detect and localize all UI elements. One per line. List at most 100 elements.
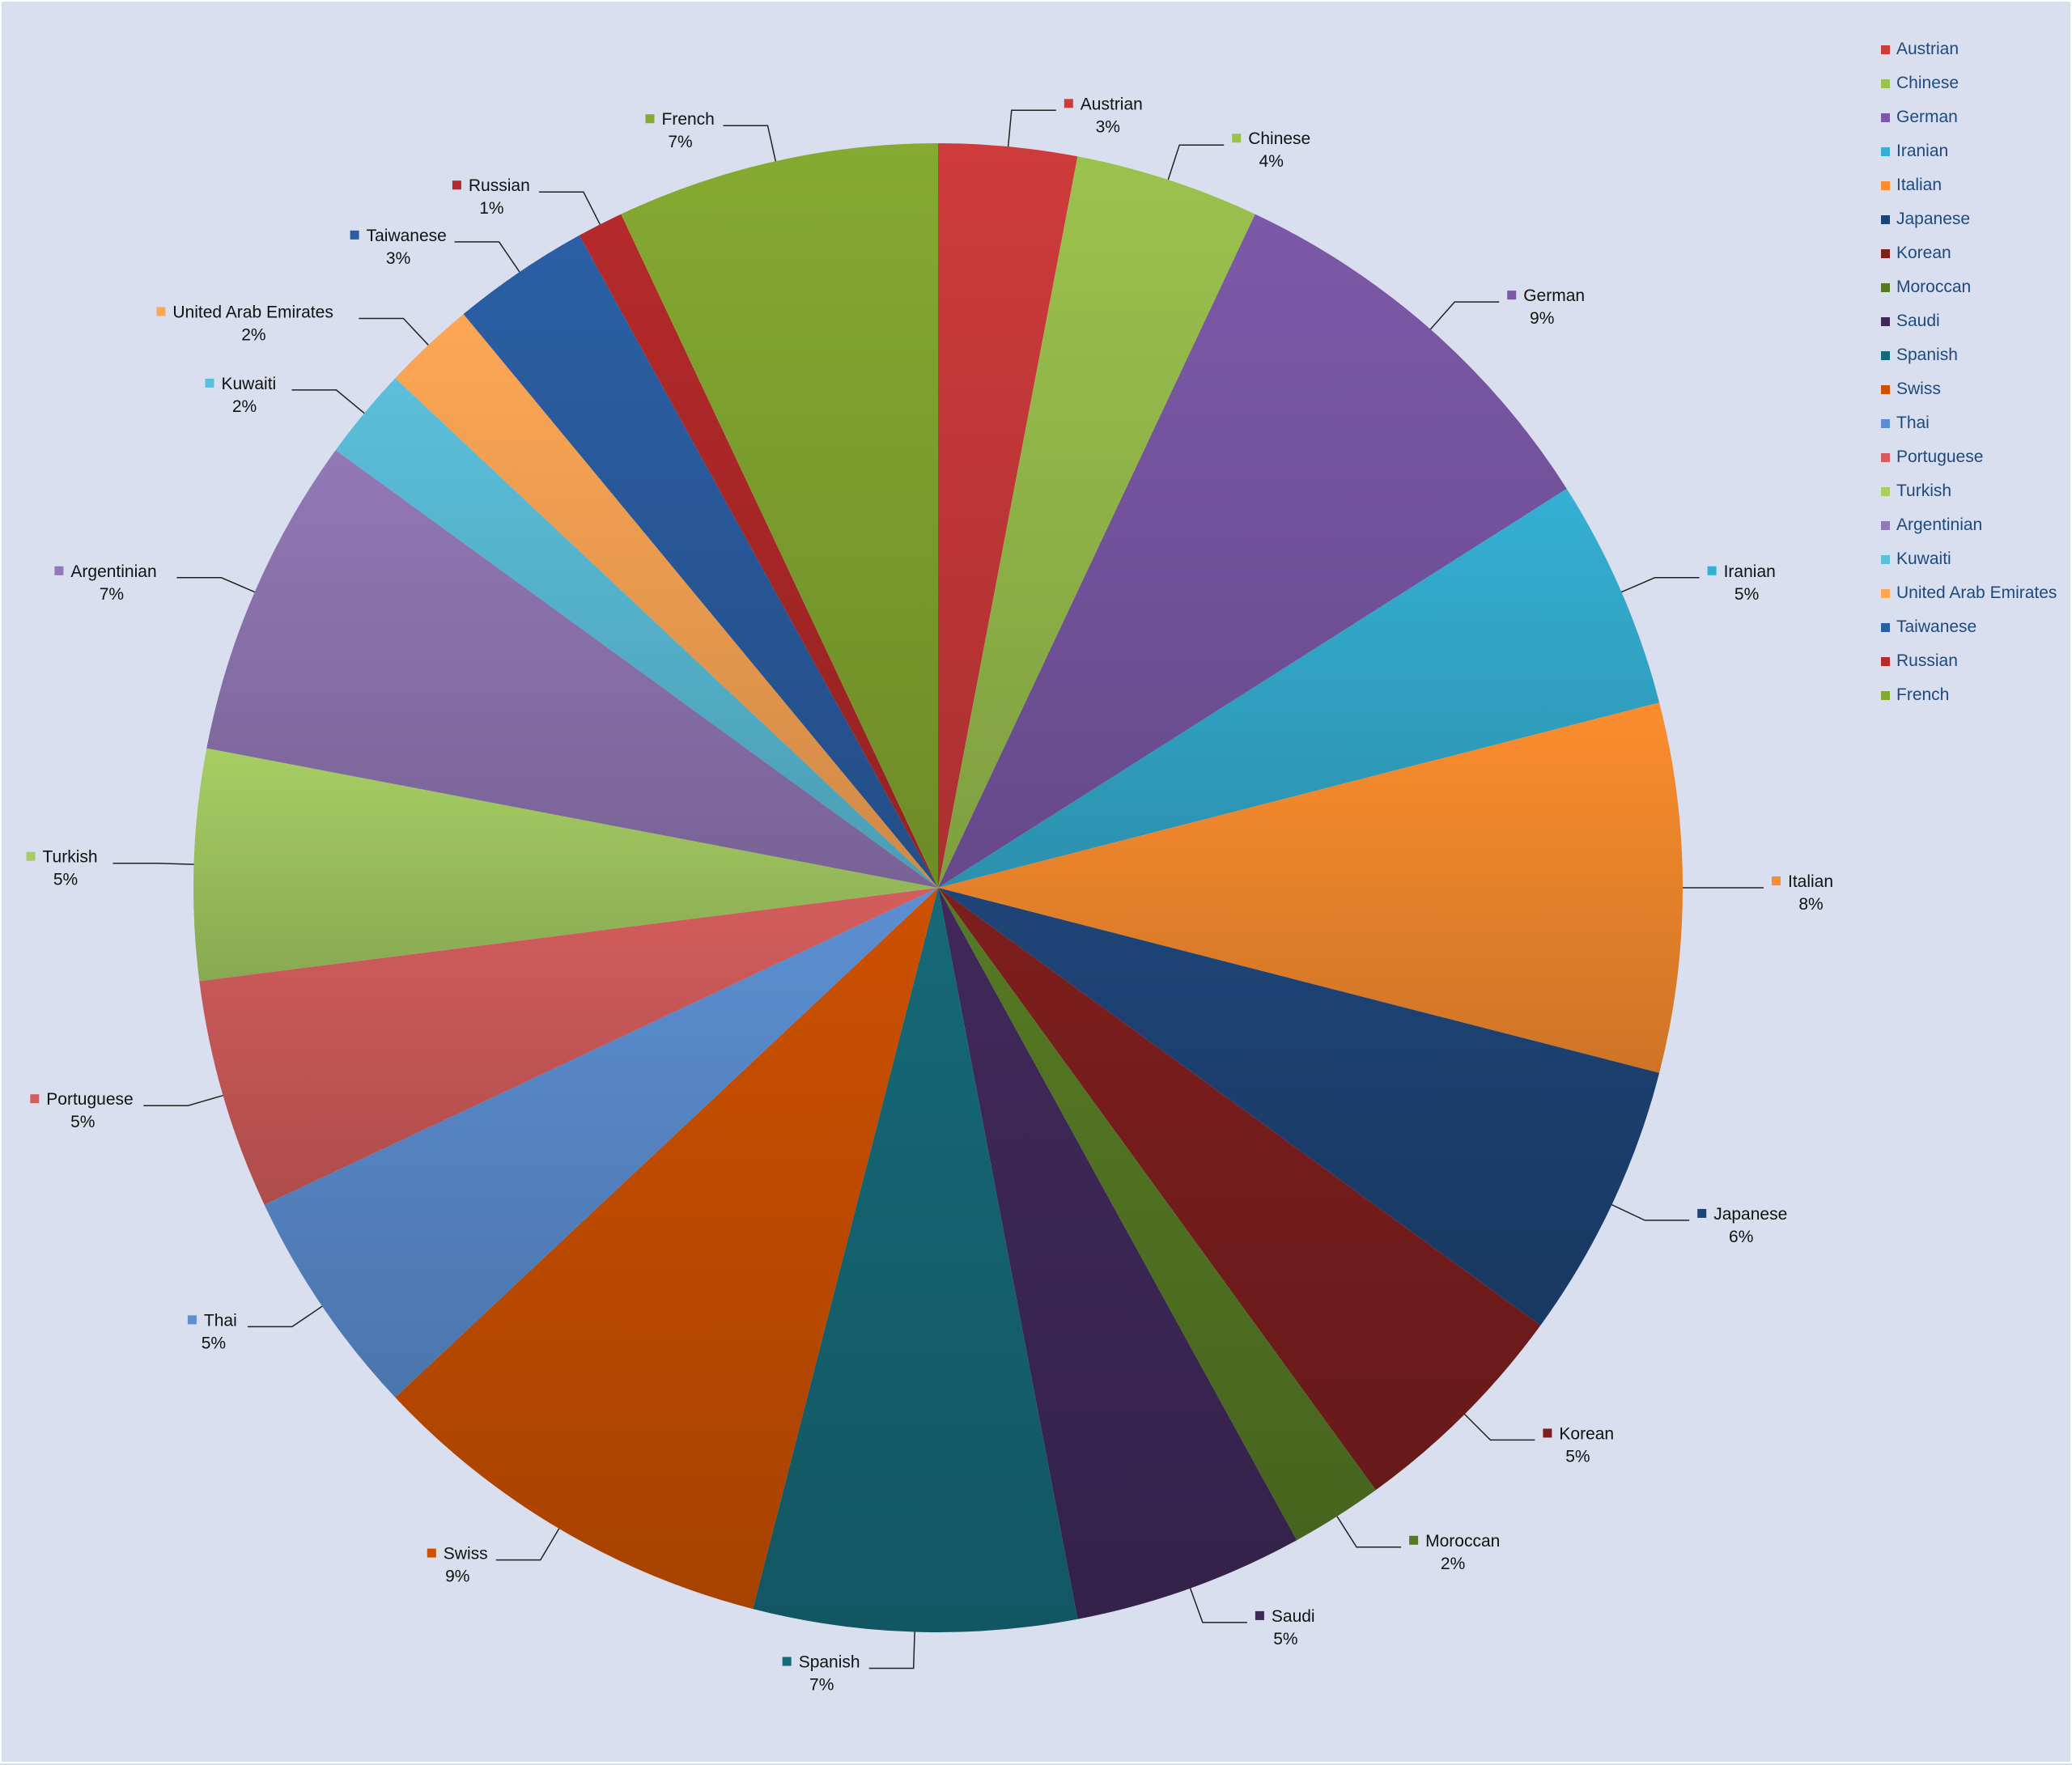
data-label-category: Taiwanese <box>367 227 447 245</box>
data-label-category: Swiss <box>444 1545 488 1563</box>
data-label-percent: 6% <box>1729 1228 1753 1246</box>
data-label-category: United Arab Emirates <box>172 303 333 322</box>
pie-slice-argentinian <box>206 450 939 888</box>
data-label-percent: 7% <box>100 585 124 604</box>
leader-line-thai <box>247 1305 323 1328</box>
data-label-iranian: Iranian 5% <box>1707 562 1776 604</box>
leader-line-united-arab-emirates <box>359 317 429 346</box>
data-label-austrian: Austrian 3% <box>1064 95 1143 136</box>
legend-item-italian: Italian <box>1881 168 2067 202</box>
legend-swatch <box>1881 282 1890 292</box>
legend-label: Swiss <box>1896 380 1941 398</box>
leader-line-iranian <box>1621 577 1700 593</box>
pie-slice-korean <box>938 888 1541 1491</box>
label-swatch-korean <box>1543 1428 1552 1438</box>
label-swatch-taiwanese <box>350 230 359 240</box>
leader-line-saudi <box>1189 1588 1247 1623</box>
legend-swatch <box>1881 316 1890 326</box>
legend-item-austrian: Austrian <box>1881 32 2067 66</box>
data-label-taiwanese: Taiwanese 3% <box>350 227 447 268</box>
data-label-percent: 5% <box>1273 1630 1297 1648</box>
legend-item-portuguese: Portuguese <box>1881 440 2067 474</box>
label-swatch-moroccan <box>1409 1535 1419 1545</box>
legend-label: Spanish <box>1896 346 1958 364</box>
data-label-category: Russian <box>469 176 530 195</box>
legend-label: Moroccan <box>1896 278 1972 296</box>
leader-line-portuguese <box>143 1094 223 1106</box>
label-swatch-kuwaiti <box>205 378 214 388</box>
data-label-category: Austrian <box>1081 95 1143 113</box>
data-label-turkish: Turkish 5% <box>26 848 98 889</box>
data-label-swiss: Swiss 9% <box>427 1545 488 1586</box>
leader-line-french <box>723 125 777 162</box>
legend-item-iranian: Iranian <box>1881 134 2067 168</box>
pie-slice-german <box>938 214 1567 889</box>
data-label-percent: 2% <box>1441 1555 1465 1573</box>
leader-line-japanese <box>1611 1204 1690 1221</box>
data-label-category: French <box>662 110 715 129</box>
data-label-category: Kuwaiti <box>222 375 277 393</box>
legend-item-chinese: Chinese <box>1881 66 2067 100</box>
data-label-italian: Italian 8% <box>1772 872 1833 914</box>
legend-item-turkish: Turkish <box>1881 474 2067 508</box>
pie-slice-portuguese <box>199 888 939 1205</box>
label-swatch-portuguese <box>30 1094 40 1104</box>
legend-item-argentinian: Argentinian <box>1881 508 2067 542</box>
data-label-korean: Korean 5% <box>1543 1424 1614 1466</box>
pie-slice-iranian <box>938 489 1660 888</box>
legend-label: Chinese <box>1896 74 1959 92</box>
legend-item-spanish: Spanish <box>1881 338 2067 372</box>
legend-swatch <box>1881 45 1890 54</box>
pie-slice-turkish <box>193 748 939 982</box>
data-label-russian: Russian 1% <box>452 176 530 218</box>
data-label-category: Turkish <box>43 848 98 867</box>
legend-item-korean: Korean <box>1881 236 2067 270</box>
legend-label: Taiwanese <box>1896 617 1977 636</box>
data-label-percent: 7% <box>809 1676 834 1695</box>
label-swatch-italian <box>1772 876 1781 885</box>
pie-slice-thai <box>264 888 939 1398</box>
data-label-chinese: Chinese 4% <box>1232 129 1310 171</box>
pie-slice-austrian <box>938 143 1078 888</box>
legend-item-thai: Thai <box>1881 406 2067 440</box>
pie-slice-united-arab-emirates <box>395 314 938 889</box>
leader-line-swiss <box>495 1528 560 1561</box>
legend-swatch <box>1881 146 1890 156</box>
leader-line-german <box>1429 301 1500 330</box>
legend-label: Italian <box>1896 176 1942 194</box>
data-label-percent: 5% <box>70 1113 95 1131</box>
legend-item-russian: Russian <box>1881 644 2067 678</box>
legend-item-moroccan: Moroccan <box>1881 270 2067 304</box>
legend-item-swiss: Swiss <box>1881 372 2067 406</box>
label-swatch-iranian <box>1707 566 1717 575</box>
legend-label: United Arab Emirates <box>1896 583 2057 602</box>
data-label-spanish: Spanish 7% <box>782 1653 860 1695</box>
pie-slices <box>193 143 1684 1633</box>
data-label-percent: 5% <box>202 1334 226 1352</box>
label-swatch-french <box>645 114 655 124</box>
legend-label: Austrian <box>1896 40 1959 58</box>
data-labels: Austrian 3% Chinese 4% German 9% Iranian 5% Ital… <box>26 95 1833 1695</box>
data-label-category: Iranian <box>1724 562 1776 581</box>
legend-swatch <box>1881 350 1890 360</box>
data-label-percent: 2% <box>232 397 257 416</box>
data-label-german: German 9% <box>1507 286 1585 328</box>
leader-lines <box>113 109 1764 1670</box>
data-label-percent: 5% <box>1565 1447 1590 1466</box>
label-swatch-german <box>1507 291 1517 300</box>
data-label-kuwaiti: Kuwaiti 2% <box>205 375 277 416</box>
data-label-percent: 1% <box>479 199 503 218</box>
leader-line-korean <box>1463 1413 1535 1441</box>
data-label-french: French 7% <box>645 110 715 151</box>
legend-swatch <box>1881 690 1890 700</box>
legend-label: Thai <box>1896 414 1930 432</box>
legend-label: Argentinian <box>1896 515 1983 534</box>
data-label-percent: 8% <box>1798 895 1823 914</box>
legend-swatch <box>1881 520 1890 530</box>
label-swatch-argentinian <box>54 566 64 575</box>
label-swatch-spanish <box>782 1657 792 1666</box>
pie-slice-japanese <box>938 888 1660 1326</box>
leader-line-turkish <box>113 862 194 865</box>
label-swatch-russian <box>452 180 461 190</box>
